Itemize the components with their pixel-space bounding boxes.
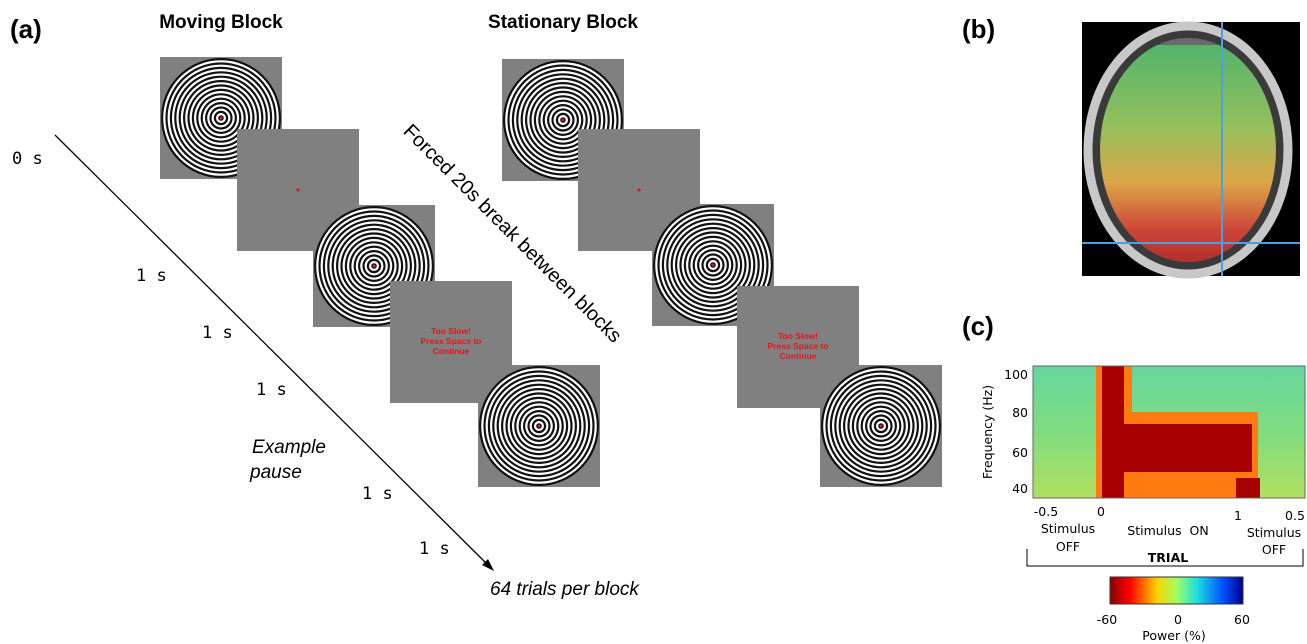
colorbar-label: Power (%): [1142, 628, 1205, 643]
fixation-dot: [372, 264, 376, 268]
power-region: [1102, 424, 1252, 472]
fixation-dot: [296, 188, 300, 192]
y-tick-label: 40: [1012, 481, 1028, 496]
colorbar-tick: 0: [1174, 612, 1182, 627]
time-label: 1 s: [136, 266, 167, 286]
trials-note: 64 trials per block: [490, 579, 640, 600]
block-title: Moving Block: [159, 12, 283, 33]
arrowhead: [482, 559, 494, 571]
time-label: 0 s: [12, 149, 43, 169]
time-label: 1 s: [256, 380, 287, 400]
y-axis-label: Frequency (Hz): [980, 385, 995, 479]
fixation-dot: [561, 118, 565, 122]
y-tick-label: 60: [1012, 445, 1028, 460]
plot-frame: [1032, 365, 1306, 499]
timeline: [54, 134, 491, 568]
time-label: 1 s: [362, 484, 393, 504]
y-tick-label: 80: [1012, 405, 1028, 420]
pause-note: Example: [252, 437, 326, 458]
fixation-dot: [219, 116, 223, 120]
overlay: [1100, 45, 1276, 262]
colorbar: [1109, 576, 1244, 605]
pause-note: pause: [249, 462, 302, 483]
panel-label: (a): [10, 14, 42, 44]
phase-label: Stimulus: [1247, 525, 1301, 540]
fixation-dot: [879, 424, 883, 428]
warning-text: Press Space to: [768, 341, 829, 351]
fixation-dot: [537, 424, 541, 428]
warning-text: Too Slow!: [431, 326, 471, 336]
warning-text: Press Space to: [421, 336, 482, 346]
warning-text: Too Slow!: [778, 331, 818, 341]
x-tick-label: 0: [1097, 504, 1105, 519]
x-tick-label: -0.5: [1034, 504, 1058, 519]
trial-bracket: [1026, 549, 1304, 567]
fixation-dot: [637, 188, 641, 192]
time-label: 1 s: [419, 539, 450, 559]
panel-label: (b): [962, 14, 995, 44]
fixation-dot: [711, 263, 715, 267]
power-region: [1236, 478, 1260, 498]
heat-overlay: [1100, 45, 1276, 262]
phase-label: Stimulus ON: [1127, 523, 1208, 538]
warning-text: Continue: [433, 346, 470, 356]
block-title: Stationary Block: [488, 12, 638, 33]
warning-text: Continue: [780, 351, 817, 361]
phase-label: Stimulus: [1041, 521, 1095, 536]
phase-label: OFF: [1056, 539, 1080, 554]
colorbar-tick: -60: [1097, 612, 1117, 627]
x-tick-label: 0.5: [1285, 508, 1305, 523]
x-tick-label: 1: [1234, 508, 1242, 523]
panel-label: (c): [962, 311, 994, 341]
colorbar-tick: 60: [1234, 612, 1250, 627]
y-tick-label: 100: [1004, 367, 1028, 382]
trial-label: TRIAL: [1148, 550, 1188, 565]
time-label: 1 s: [202, 323, 233, 343]
phase-label: OFF: [1262, 542, 1286, 557]
